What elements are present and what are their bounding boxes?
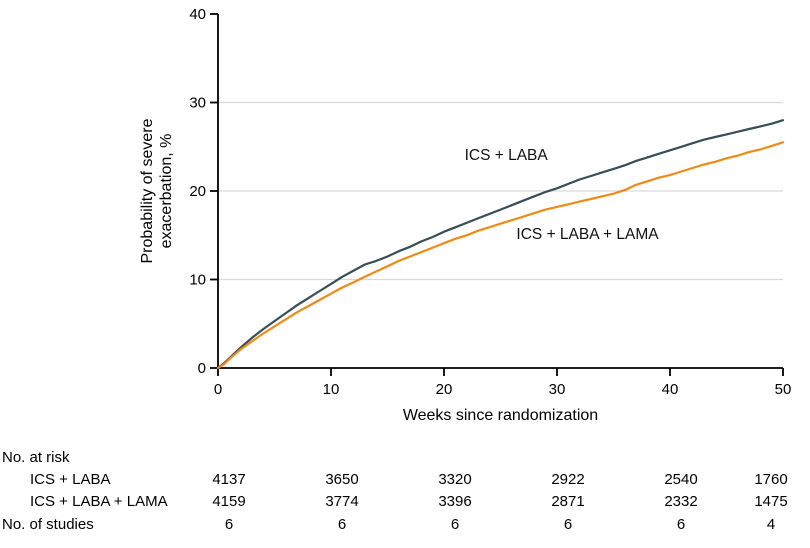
risk-value: 2922 <box>551 471 585 488</box>
risk-value: 4137 <box>212 471 246 488</box>
risk-row-label: ICS + LABA + LAMA <box>30 493 168 510</box>
studies-value: 4 <box>766 516 776 533</box>
x-tick-label: 50 <box>775 381 792 398</box>
x-tick-label: 10 <box>323 381 340 398</box>
y-tick-label: 0 <box>198 360 206 377</box>
x-tick-label: 40 <box>662 381 679 398</box>
series-label-ics-laba: ICS + LABA <box>465 147 549 164</box>
risk-value: 2871 <box>551 493 585 510</box>
risk-value: 3320 <box>438 471 472 488</box>
risk-value: 2332 <box>664 493 698 510</box>
y-tick-label: 10 <box>189 272 206 289</box>
risk-value: 3650 <box>325 471 359 488</box>
risk-table-header-row: No. at risk <box>0 449 810 469</box>
y-tick-label: 30 <box>189 95 206 112</box>
studies-value: 6 <box>676 516 686 533</box>
x-tick-label: 0 <box>214 381 222 398</box>
risk-row-label: ICS + LABA <box>30 471 111 488</box>
risk-row-ics-laba: ICS + LABA 4137 3650 3320 2922 2540 1760 <box>0 471 810 491</box>
studies-value: 6 <box>450 516 460 533</box>
series-ics-laba <box>216 119 785 370</box>
risk-row-ics-laba-lama: ICS + LABA + LAMA 4159 3774 3396 2871 23… <box>0 493 810 513</box>
risk-value: 3396 <box>438 493 472 510</box>
risk-value: 2540 <box>664 471 698 488</box>
severe-exacerbation-chart: 0 10 20 30 40 0 10 20 30 40 50 ICS + LABA ICS + LABA… <box>139 6 792 424</box>
risk-table-header: No. at risk <box>2 449 70 466</box>
risk-value: 1760 <box>754 471 788 488</box>
studies-row: No. of studies 6 6 6 6 6 4 <box>0 516 810 536</box>
y-tick-label: 40 <box>189 6 206 23</box>
studies-value: 6 <box>337 516 347 533</box>
x-tick-label: 30 <box>549 381 566 398</box>
series-label-ics-laba-lama: ICS + LABA + LAMA <box>516 226 659 243</box>
risk-value: 4159 <box>212 493 246 510</box>
series-ics-laba-lama <box>216 141 785 370</box>
studies-value: 6 <box>563 516 573 533</box>
y-axis-title: Probability of severe exacerbation, % <box>139 118 175 263</box>
studies-value: 6 <box>224 516 234 533</box>
y-tick-label: 20 <box>189 183 206 200</box>
risk-table: No. at risk ICS + LABA 4137 3650 3320 29… <box>0 445 810 548</box>
risk-value: 3774 <box>325 493 359 510</box>
x-tick-label: 20 <box>436 381 453 398</box>
x-axis-title: Weeks since randomization <box>403 407 598 424</box>
studies-row-label: No. of studies <box>2 516 94 533</box>
risk-value: 1475 <box>754 493 788 510</box>
